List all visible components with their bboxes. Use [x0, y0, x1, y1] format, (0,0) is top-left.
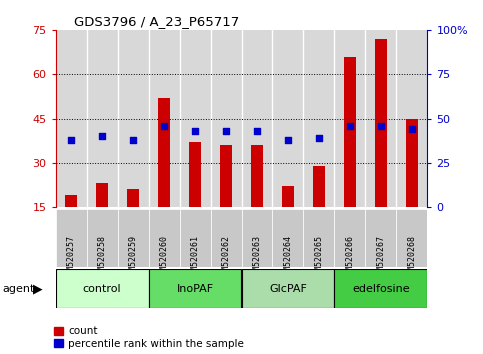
Bar — [366, 209, 397, 267]
Bar — [334, 269, 427, 308]
Bar — [56, 269, 149, 308]
Bar — [242, 269, 334, 308]
Bar — [303, 209, 334, 267]
Text: GSM520267: GSM520267 — [376, 235, 385, 280]
Point — [284, 137, 292, 143]
Point — [129, 137, 137, 143]
Bar — [272, 209, 303, 267]
Bar — [86, 209, 117, 267]
Point — [222, 128, 230, 134]
Legend: count, percentile rank within the sample: count, percentile rank within the sample — [54, 326, 244, 349]
Point — [67, 137, 75, 143]
Bar — [158, 98, 170, 207]
Bar — [180, 209, 211, 267]
Text: InoPAF: InoPAF — [176, 284, 213, 293]
Point — [253, 128, 261, 134]
Point — [346, 123, 354, 129]
Text: ▶: ▶ — [33, 282, 43, 295]
Text: edelfosine: edelfosine — [352, 284, 410, 293]
Text: control: control — [83, 284, 121, 293]
Bar — [189, 142, 201, 207]
Bar — [406, 119, 418, 207]
Bar — [397, 209, 427, 267]
Bar — [334, 209, 366, 267]
Text: GSM520266: GSM520266 — [345, 235, 355, 280]
Bar — [375, 39, 387, 207]
Bar — [149, 209, 180, 267]
Bar — [211, 209, 242, 267]
Bar — [65, 195, 77, 207]
Text: GSM520257: GSM520257 — [67, 235, 75, 280]
Text: agent: agent — [2, 284, 35, 293]
Bar — [282, 187, 294, 207]
Bar — [96, 183, 108, 207]
Point — [408, 126, 416, 132]
Text: GSM520264: GSM520264 — [284, 235, 293, 280]
Point — [377, 123, 385, 129]
Bar — [344, 57, 356, 207]
Point — [315, 135, 323, 141]
Text: GSM520259: GSM520259 — [128, 235, 138, 280]
Point — [160, 123, 168, 129]
Bar — [56, 209, 86, 267]
Bar — [313, 166, 325, 207]
Text: GSM520261: GSM520261 — [190, 235, 199, 280]
Point — [98, 133, 106, 139]
Bar — [242, 209, 272, 267]
Text: GSM520265: GSM520265 — [314, 235, 324, 280]
Text: GDS3796 / A_23_P65717: GDS3796 / A_23_P65717 — [74, 15, 240, 28]
Bar — [127, 189, 139, 207]
Bar — [149, 269, 242, 308]
Text: GSM520263: GSM520263 — [253, 235, 261, 280]
Bar — [117, 209, 149, 267]
Text: GSM520262: GSM520262 — [222, 235, 230, 280]
Text: GSM520260: GSM520260 — [159, 235, 169, 280]
Text: GlcPAF: GlcPAF — [269, 284, 307, 293]
Text: GSM520258: GSM520258 — [98, 235, 107, 280]
Bar — [220, 145, 232, 207]
Text: GSM520268: GSM520268 — [408, 235, 416, 280]
Point — [191, 128, 199, 134]
Bar — [251, 145, 263, 207]
